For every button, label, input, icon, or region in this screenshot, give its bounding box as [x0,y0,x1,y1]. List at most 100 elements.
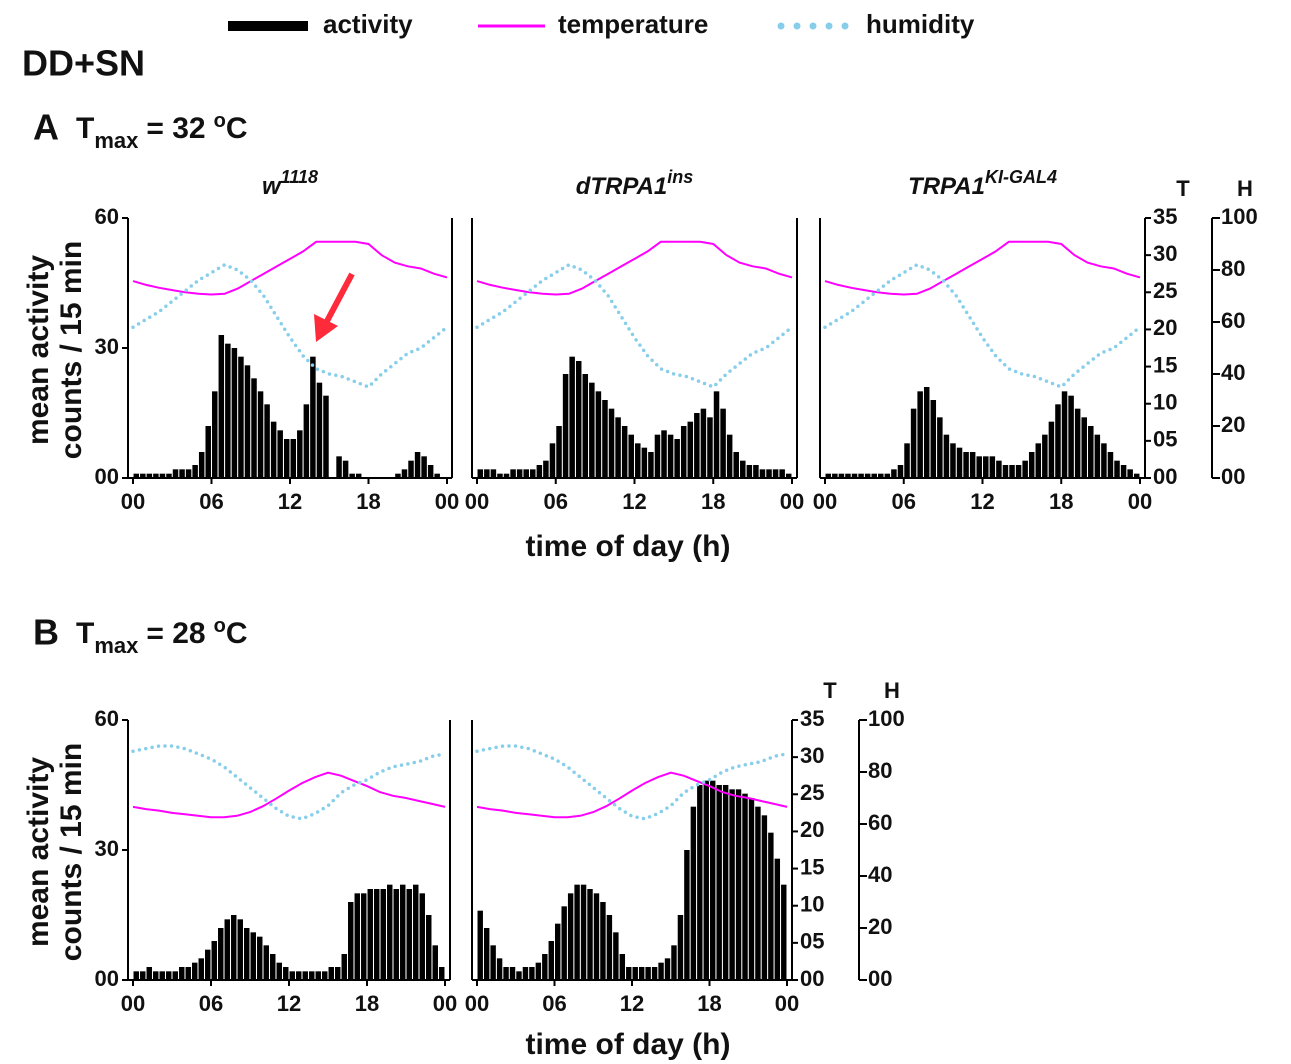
activity-bar [595,391,602,478]
activity-bar [529,967,535,980]
activity-bar [400,884,406,980]
activity-bar [774,858,781,980]
panel-title: w1118 [262,167,318,201]
activity-bar [661,430,667,478]
title-sup: ins [667,167,693,187]
activity-bar [342,460,349,478]
activity-bar [523,469,529,478]
y2-tick-label: 00 [800,966,824,991]
activity-bar [316,382,323,478]
activity-bar [904,443,910,478]
activity-bar [153,971,159,980]
activity-bar [996,460,1002,478]
x-tick-label: 06 [199,489,223,514]
activity-bar [159,473,166,478]
activity-bar [198,452,205,478]
activity-bar [1042,434,1048,478]
activity-bar [569,356,575,478]
activity-bar [477,910,483,980]
activity-bar [838,473,845,478]
activity-bar [133,473,140,478]
activity-bar [864,473,871,478]
activity-bar [341,954,347,980]
activity-bar [536,465,543,478]
activity-bar [664,958,671,980]
condition-sub: max [94,633,139,658]
activity-bar [509,967,516,980]
activity-bar [549,443,556,478]
y-tick-label: 60 [95,706,119,731]
activity-bar [380,889,386,980]
activity-bar [503,967,509,980]
panel-condition: Tmax = 32 oC [76,110,248,153]
activity-bar [575,361,582,478]
x-tick-label: 18 [356,489,380,514]
y3-tick-label: 80 [868,758,892,783]
activity-bar [496,958,503,980]
activity-bar [140,473,146,478]
y3-axis-label: H [1237,176,1253,201]
activity-bar [323,395,329,478]
activity-bar [772,469,779,478]
activity-bar [185,967,191,980]
activity-bar [146,473,153,478]
activity-bar [561,906,567,980]
activity-bar [761,815,768,980]
activity-bar [729,789,735,980]
title-base: dTRPA1 [576,173,668,200]
x-tick-label: 06 [544,489,568,514]
activity-bar [891,469,897,478]
x-tick-label: 00 [465,991,489,1016]
activity-bar [369,478,375,479]
activity-bar [943,434,950,478]
activity-bar [574,884,580,980]
activity-bar [1048,421,1055,478]
activity-bar [283,967,289,980]
activity-bar [192,465,198,478]
activity-bar [580,884,587,980]
activity-bar [140,971,146,980]
activity-bar [283,439,290,478]
y-axis-label: mean activity [22,255,55,445]
activity-bar [231,915,237,980]
activity-bar [349,473,355,478]
activity-bar [434,473,440,478]
x-tick-label: 00 [780,489,804,514]
activity-bar [648,452,654,478]
x-axis-label: time of day (h) [525,1028,730,1061]
y3-tick-label: 40 [868,862,892,887]
x-axis-label: time of day (h) [525,530,730,563]
activity-bar [658,962,664,980]
x-tick-label: 06 [542,991,566,1016]
activity-bar [677,915,684,980]
activity-bar [781,884,787,980]
y3-tick-label: 20 [868,914,892,939]
temperature-line [824,240,1141,296]
condition-unit: C [226,112,248,145]
activity-bar [1107,452,1114,478]
activity-bar [700,408,707,478]
activity-bar [1094,434,1101,478]
x-tick-label: 06 [199,991,223,1016]
activity-bar [589,382,595,478]
activity-bar [740,460,746,478]
activity-bar [615,417,621,478]
activity-bar [735,789,742,980]
activity-bar [303,404,310,478]
activity-bar [626,967,632,980]
y-tick-label: 30 [95,334,119,359]
activity-bar [361,893,367,980]
activity-bar [832,473,838,478]
activity-bar [172,469,179,478]
x-tick-label: 00 [433,991,457,1016]
activity-bar [608,408,615,478]
activity-bar [587,889,593,980]
activity-bar [641,447,648,478]
activity-bar [205,949,211,980]
activity-bar [703,780,709,980]
activity-bar [680,426,687,478]
activity-bar [1127,469,1133,478]
y3-tick-label: 60 [868,810,892,835]
activity-bar [733,452,739,478]
activity-bar [562,374,569,478]
